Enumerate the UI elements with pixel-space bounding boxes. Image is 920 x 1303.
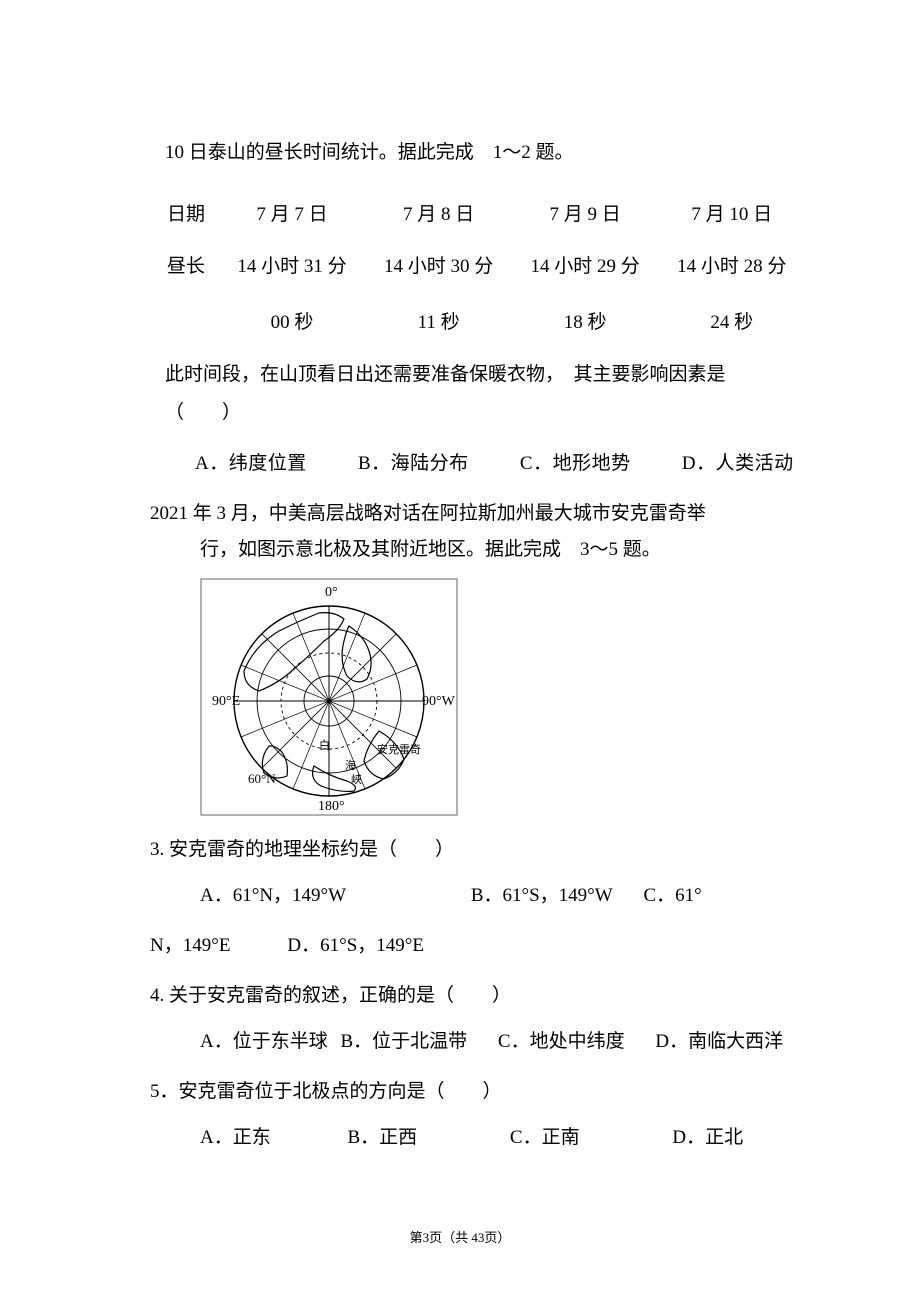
- option-c: C．地形地势: [520, 446, 631, 482]
- context-line1: 2021 年 3 月，中美高层战略对话在阿拉斯加州最大城市安克雷奇举: [150, 496, 805, 532]
- table-cell: 14 小时 28 分: [658, 241, 805, 293]
- svg-text:海: 海: [345, 758, 356, 772]
- table-cell: 7 月 7 日: [219, 189, 366, 241]
- option-d: D．正北: [672, 1120, 743, 1156]
- map-city-label: 安克雷奇: [377, 742, 421, 756]
- table-row: 日期 7 月 7 日 7 月 8 日 7 月 9 日 7 月 10 日: [165, 189, 805, 241]
- q2-text: 此时间段，在山顶看日出还需要准备保暖衣物， 其主要影响因素是: [165, 357, 805, 393]
- q3-options-line1: A．61°N，149°W B．61°S，149°W C．61°: [200, 878, 805, 914]
- q3-text: 3. 安克雷奇的地理坐标约是（ ）: [150, 832, 805, 868]
- table-cell: 14 小时 29 分: [512, 241, 659, 293]
- option-b: B．正西: [347, 1120, 417, 1156]
- table-cell: 7 月 10 日: [658, 189, 805, 241]
- context-line2: 行，如图示意北极及其附近地区。据此完成 3～5 题。: [200, 532, 805, 568]
- table-cell: 18 秒: [512, 293, 659, 349]
- option-d: D．南临大西洋: [655, 1024, 783, 1060]
- option-a: A．纬度位置: [195, 446, 307, 482]
- q3-options-line2: N，149°E D．61°S，149°E: [150, 928, 805, 964]
- svg-text:白: 白: [319, 738, 330, 752]
- table-cell: 00 秒: [219, 293, 366, 349]
- table-cell: 14 小时 31 分: [219, 241, 366, 293]
- intro-text: 10 日泰山的昼长时间统计。据此完成 1～2 题。: [165, 135, 805, 171]
- map-label-left: 90°E: [212, 694, 240, 709]
- option-b: B．海陆分布: [358, 446, 469, 482]
- row-label: [165, 293, 219, 349]
- option-c: C．61°: [643, 878, 701, 914]
- option-a: A．正东: [200, 1120, 271, 1156]
- option-d: D．人类活动: [682, 446, 794, 482]
- option-c: C．地处中纬度: [498, 1024, 625, 1060]
- option-b: B．位于北温带: [340, 1024, 467, 1060]
- row-label: 昼长: [165, 241, 219, 293]
- q2-paren: （ ）: [165, 395, 805, 431]
- q5-options: A．正东 B．正西 C．正南 D．正北: [200, 1120, 805, 1156]
- daylight-table: 日期 7 月 7 日 7 月 8 日 7 月 9 日 7 月 10 日 昼长 1…: [165, 189, 805, 349]
- q2-options: A．纬度位置 B．海陆分布 C．地形地势 D．人类活动: [195, 446, 805, 482]
- table-cell: 7 月 8 日: [365, 189, 512, 241]
- q4-text: 4. 关于安克雷奇的叙述，正确的是（ ）: [150, 978, 805, 1014]
- table-cell: 7 月 9 日: [512, 189, 659, 241]
- svg-text:峡: 峡: [351, 772, 362, 786]
- option-a: A．位于东半球: [200, 1024, 328, 1060]
- table-cell: 14 小时 30 分: [365, 241, 512, 293]
- map-label-lat: 60°N: [248, 771, 276, 786]
- table-cell: 24 秒: [658, 293, 805, 349]
- table-row: 00 秒 11 秒 18 秒 24 秒: [165, 293, 805, 349]
- map-label-bottom: 180°: [318, 799, 345, 814]
- q4-options: A．位于东半球 B．位于北温带 C．地处中纬度 D．南临大西洋: [200, 1024, 805, 1060]
- page-footer: 第3页（共 43页）: [0, 1226, 920, 1251]
- polar-map-figure: 安克雷奇 海 峡 白 0° 90°E 90°W 180° 60°N: [200, 578, 805, 816]
- map-label-right: 90°W: [422, 694, 456, 709]
- row-label: 日期: [165, 189, 219, 241]
- q5-text: 5．安克雷奇位于北极点的方向是（ ）: [150, 1074, 805, 1110]
- table-row: 昼长 14 小时 31 分 14 小时 30 分 14 小时 29 分 14 小…: [165, 241, 805, 293]
- option-c: C．正南: [510, 1120, 580, 1156]
- option-b: B．61°S，149°W: [471, 878, 613, 914]
- option-a: A．61°N，149°W: [200, 878, 346, 914]
- table-cell: 11 秒: [365, 293, 512, 349]
- map-label-top: 0°: [325, 585, 338, 600]
- polar-map-svg: 安克雷奇 海 峡 白 0° 90°E 90°W 180° 60°N: [200, 578, 458, 816]
